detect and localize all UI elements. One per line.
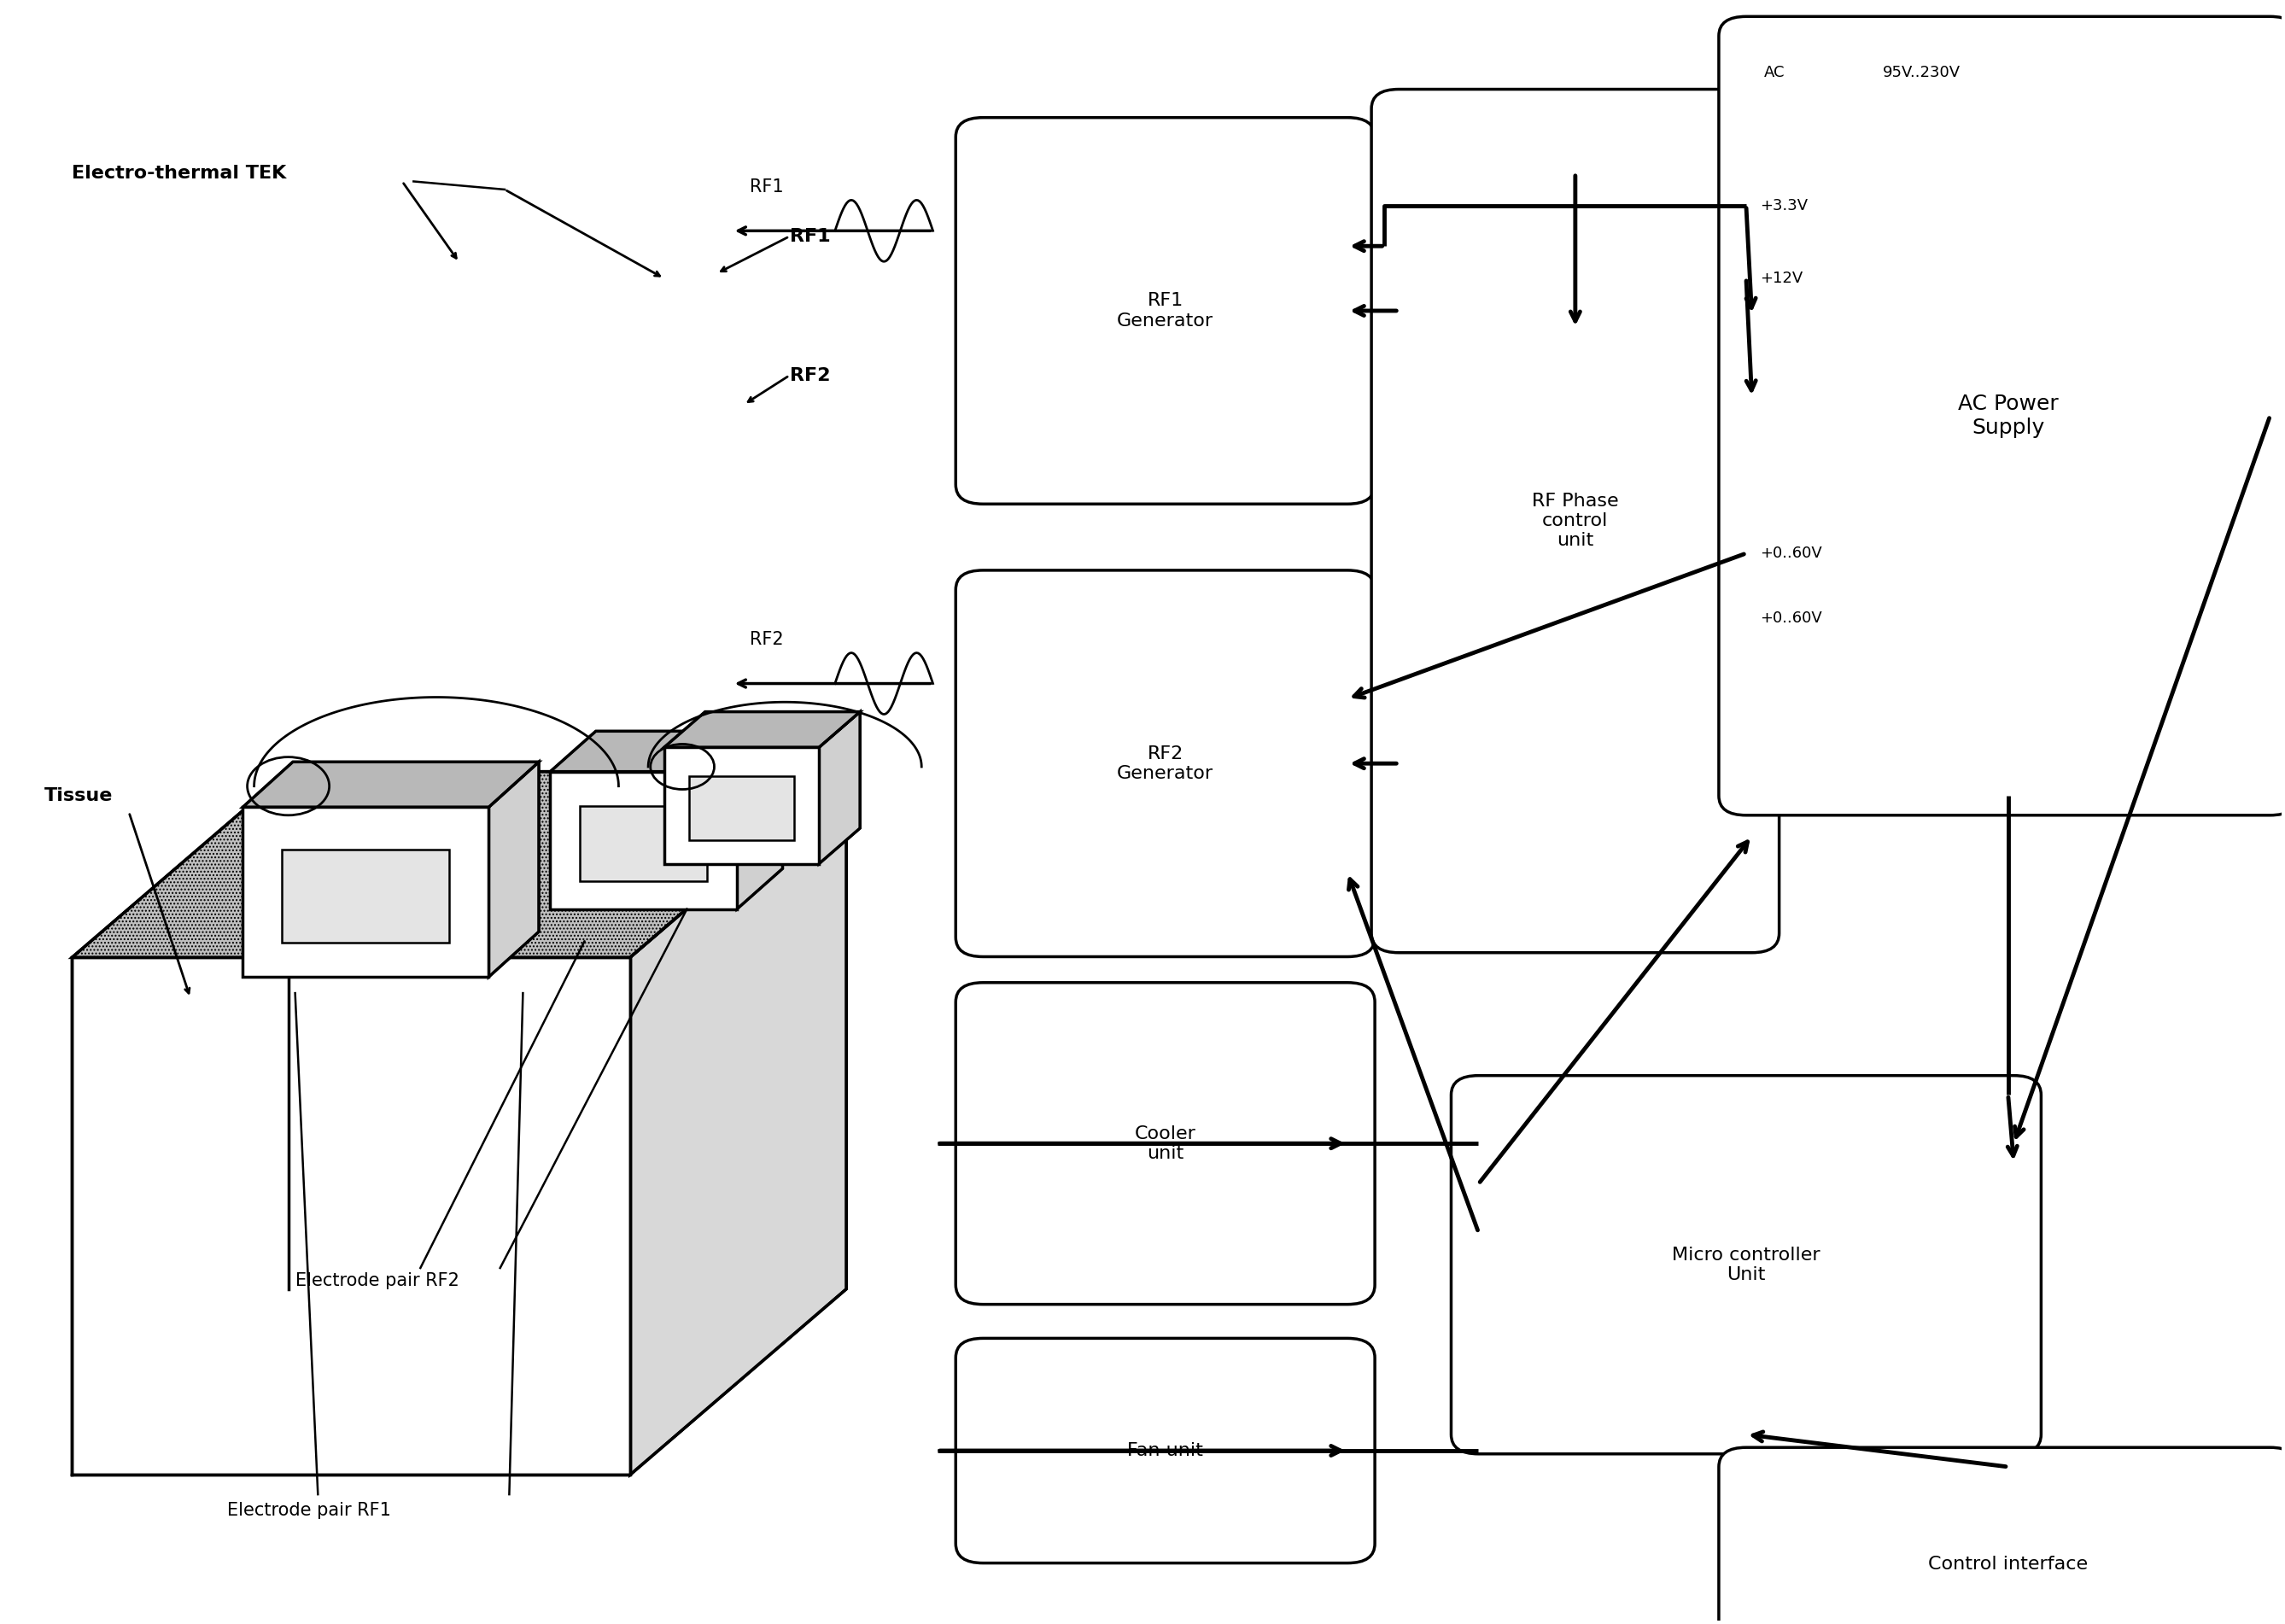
Text: Fan unit: Fan unit (1127, 1442, 1204, 1460)
Text: 95V..230V: 95V..230V (1883, 65, 1961, 80)
Polygon shape (738, 731, 781, 909)
Polygon shape (242, 807, 489, 978)
Polygon shape (71, 958, 631, 1475)
Text: Cooler
unit: Cooler unit (1136, 1125, 1195, 1161)
Text: RF2: RF2 (788, 367, 829, 383)
Text: Electrode pair RF1: Electrode pair RF1 (226, 1502, 391, 1518)
Text: +0..60V: +0..60V (1759, 546, 1821, 560)
Polygon shape (242, 762, 539, 807)
Polygon shape (551, 731, 781, 771)
FancyBboxPatch shape (580, 806, 706, 882)
Polygon shape (489, 762, 539, 978)
FancyBboxPatch shape (1718, 1447, 2285, 1624)
Polygon shape (818, 711, 859, 864)
Text: +3.3V: +3.3V (1759, 198, 1807, 213)
Text: Electrode pair RF2: Electrode pair RF2 (295, 1272, 459, 1289)
FancyBboxPatch shape (1371, 89, 1780, 953)
Polygon shape (551, 771, 738, 909)
Text: Control interface: Control interface (1929, 1556, 2088, 1572)
FancyBboxPatch shape (281, 849, 450, 944)
FancyBboxPatch shape (955, 1338, 1376, 1562)
Text: RF1
Generator: RF1 Generator (1117, 292, 1213, 330)
Text: RF1: RF1 (788, 227, 829, 245)
FancyBboxPatch shape (690, 776, 795, 841)
Text: +0..60V: +0..60V (1759, 611, 1821, 625)
Text: Electro-thermal TEK: Electro-thermal TEK (71, 164, 286, 182)
Polygon shape (665, 747, 818, 864)
Text: RF2
Generator: RF2 Generator (1117, 745, 1213, 781)
Text: +12V: +12V (1759, 271, 1803, 286)
Text: AC Power
Supply: AC Power Supply (1958, 393, 2059, 438)
Polygon shape (71, 771, 845, 958)
Text: Micro controller
Unit: Micro controller Unit (1673, 1246, 1821, 1283)
FancyBboxPatch shape (955, 983, 1376, 1304)
FancyBboxPatch shape (1718, 16, 2285, 815)
Polygon shape (631, 771, 845, 1475)
Text: Tissue: Tissue (46, 788, 114, 804)
Text: RF1: RF1 (749, 179, 784, 195)
Polygon shape (665, 711, 859, 747)
FancyBboxPatch shape (1451, 1075, 2041, 1453)
Text: AC: AC (1764, 65, 1785, 80)
Text: RF Phase
control
unit: RF Phase control unit (1531, 492, 1618, 549)
FancyBboxPatch shape (955, 117, 1376, 503)
FancyBboxPatch shape (955, 570, 1376, 957)
Text: RF2: RF2 (749, 630, 784, 648)
